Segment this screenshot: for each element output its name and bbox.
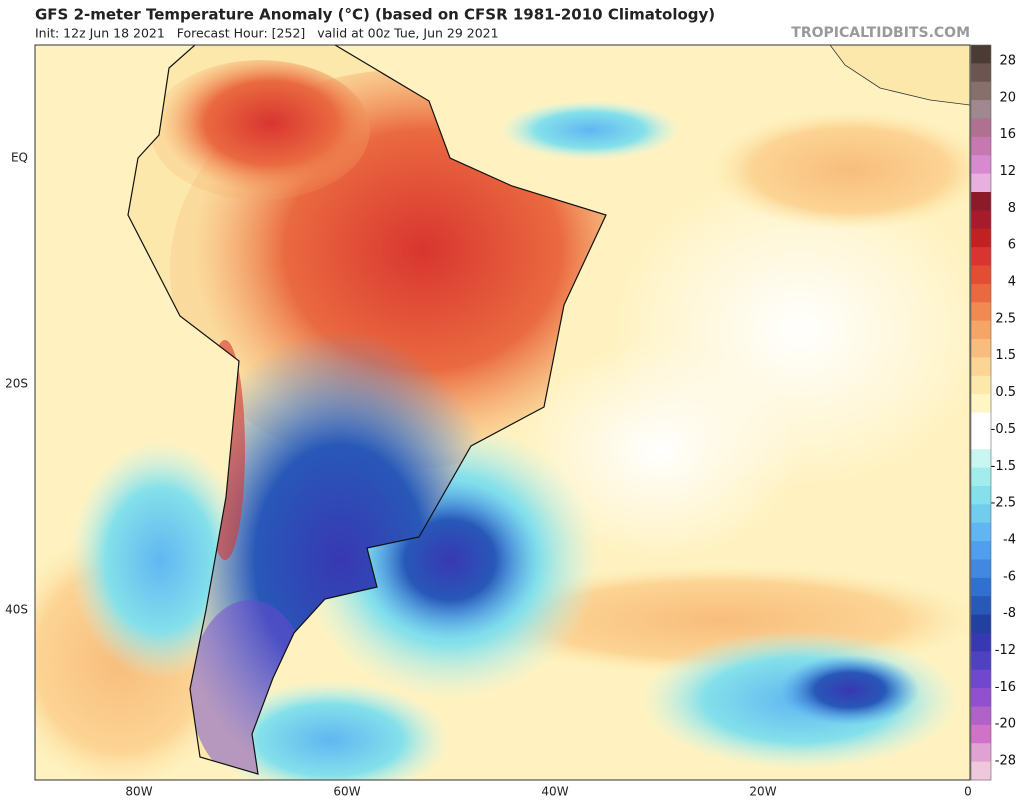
colorbar-label: -4 [1003,532,1016,547]
lon-label: 80W [125,785,152,799]
colorbar-cell [971,247,991,266]
colorbar-label: -16 [995,680,1016,695]
lat-label: EQ [11,151,28,165]
colorbar-cell [971,155,991,175]
colorbar-cell [971,688,991,707]
colorbar-label: 12 [999,164,1016,179]
colorbar-cell [971,45,991,64]
colorbar-label: -20 [995,717,1016,732]
colorbar-label: 0.5 [995,385,1016,400]
colorbar-cell [971,228,991,248]
info: Init: 12z Jun 18 2021 Forecast Hour: [25… [35,26,499,41]
colorbar-frame [970,44,992,781]
colorbar-cell [971,210,991,230]
colorbar-cell [971,357,991,377]
colorbar-label: -2.5 [991,496,1016,511]
lat-label: 20S [5,377,28,391]
colorbar-cell [971,651,991,671]
colorbar-cell [971,467,991,487]
colorbar-cell [971,743,991,763]
colorbar-label: 4 [1008,275,1016,290]
colorbar-cell [971,136,991,156]
lon-label: 60W [333,785,360,799]
colorbar-cell [971,375,991,395]
colorbar-cell [971,339,991,358]
colorbar-cell [971,173,991,193]
colorbar-label: -0.5 [991,422,1016,437]
colorbar-label: -6 [1003,569,1016,584]
colorbar-label: 20 [999,90,1016,105]
colorbar-label: 6 [1008,238,1016,253]
lon-label: 40W [541,785,568,799]
colorbar-cell [971,577,991,597]
colorbar-cell [971,559,991,579]
colorbar-label: -28 [995,754,1016,769]
lon-label: 0 [964,785,972,799]
colorbar-cell [971,81,991,101]
colorbar-label: 16 [999,127,1016,142]
lat-label: 40S [5,603,28,617]
colorbar-cell [971,724,991,744]
colorbar-label: 2.5 [995,311,1016,326]
credit: TROPICALTIDBITS.COM [791,25,970,41]
colorbar-cell [971,265,991,285]
colorbar-cell [971,320,991,340]
colorbar-label: 8 [1008,201,1016,216]
colorbar-cell [971,669,991,689]
colorbar-cell [971,118,991,138]
colorbar-cell [971,192,991,211]
colorbar-cell [971,100,991,119]
colorbar-cell [971,412,991,432]
map [35,45,970,780]
colorbar-label: -1.5 [991,459,1016,474]
colorbar-cell [971,761,991,781]
colorbar-cell [971,541,991,560]
colorbar-cell [971,449,991,469]
colorbar-cell [971,486,991,505]
colorbar-cell [971,633,991,652]
title: GFS 2-meter Temperature Anomaly (°C) (ba… [35,6,715,24]
colorbar: 28 20 16 12 8 6 4 2.5 1.5 0.5 -0.5 -1.5 -2.5 -4 -6 -8 -1… [970,44,1016,781]
colorbar-cell [971,283,991,303]
colorbar-cell [971,504,991,524]
colorbar-cell [971,430,991,450]
colorbar-cell [971,614,991,634]
colorbar-cell [971,596,991,616]
colorbar-label: -12 [995,643,1016,658]
colorbar-cell [971,63,991,83]
colorbar-label: 1.5 [995,348,1016,363]
colorbar-cell [971,706,991,726]
colorbar-cell [971,522,991,542]
lon-label: 20W [749,785,776,799]
colorbar-cell [971,394,991,413]
colorbar-label: 28 [999,54,1016,69]
colorbar-cell [971,302,991,322]
colorbar-label: -8 [1003,606,1016,621]
